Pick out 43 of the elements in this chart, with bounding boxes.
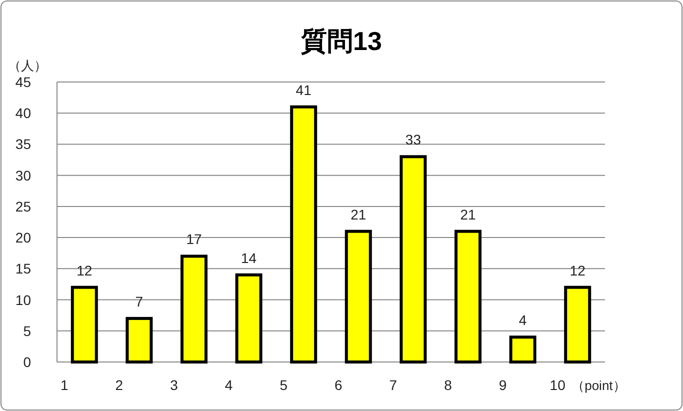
x-tick-label: 9 bbox=[498, 377, 507, 393]
x-tick-label: 5 bbox=[280, 377, 288, 393]
x-tick-label: 7 bbox=[389, 377, 398, 393]
data-label: 17 bbox=[186, 231, 202, 248]
y-tick-label: 35 bbox=[15, 136, 32, 152]
y-tick-label: 10 bbox=[15, 292, 32, 308]
x-tick-label: 1 bbox=[60, 377, 68, 393]
data-label: 7 bbox=[135, 293, 144, 310]
chart-title: 質問13 bbox=[300, 26, 382, 56]
bar bbox=[509, 336, 536, 364]
data-label: 41 bbox=[296, 82, 312, 98]
data-label: 4 bbox=[518, 312, 527, 328]
bar bbox=[235, 273, 262, 364]
x-tick-label: 8 bbox=[444, 377, 452, 393]
x-tick-label: 3 bbox=[170, 377, 178, 393]
bar bbox=[454, 230, 482, 364]
bar bbox=[400, 155, 427, 364]
y-tick-label: 5 bbox=[23, 322, 32, 339]
bar bbox=[126, 316, 153, 364]
data-label: 33 bbox=[405, 132, 422, 148]
x-tick-label: 2 bbox=[115, 377, 124, 393]
y-tick-label: 40 bbox=[15, 105, 32, 122]
bar bbox=[180, 254, 208, 364]
y-tick-label: 0 bbox=[23, 354, 32, 370]
y-axis-title: （人） bbox=[8, 58, 47, 73]
bar bbox=[564, 286, 592, 364]
bar bbox=[344, 230, 372, 364]
bar bbox=[290, 105, 318, 364]
bar bbox=[70, 286, 98, 364]
data-label: 12 bbox=[570, 262, 586, 278]
data-label: 21 bbox=[460, 206, 476, 222]
x-tick-label: 4 bbox=[224, 377, 233, 393]
data-label: 12 bbox=[76, 262, 92, 278]
y-tick-label: 25 bbox=[15, 198, 32, 214]
y-tick-label: 20 bbox=[15, 230, 32, 246]
data-label: 21 bbox=[350, 206, 366, 222]
x-tick-label: 10 bbox=[550, 377, 566, 393]
y-tick-label: 45 bbox=[15, 74, 32, 90]
y-tick-label: 30 bbox=[15, 167, 32, 184]
x-axis-title: （point） bbox=[572, 378, 626, 393]
x-tick-label: 6 bbox=[334, 377, 342, 393]
data-label: 14 bbox=[241, 250, 257, 266]
y-tick-label: 15 bbox=[15, 260, 32, 277]
